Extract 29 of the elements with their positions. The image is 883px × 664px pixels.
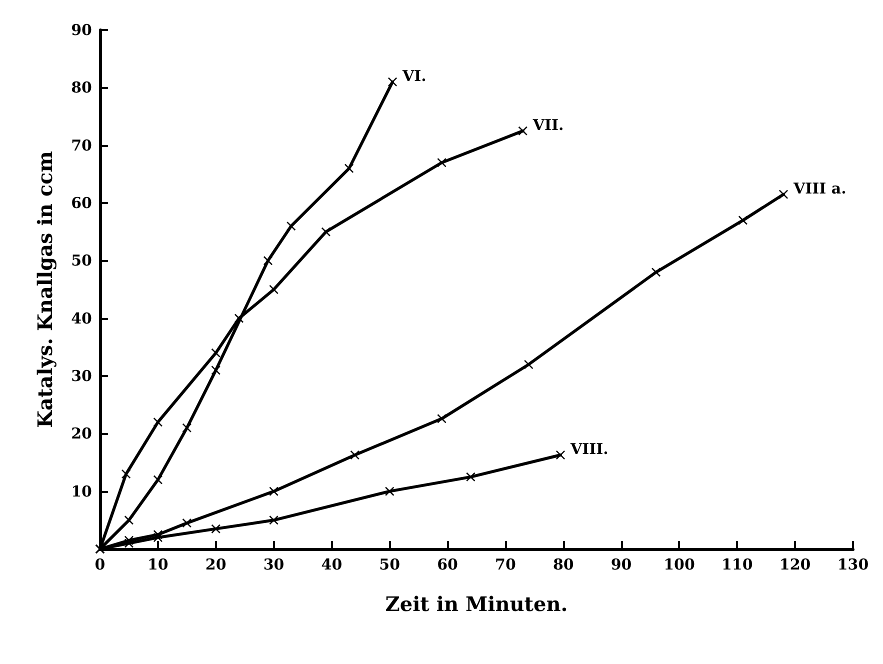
x-tick-label: 60 xyxy=(437,556,458,574)
y-tick-label: 60 xyxy=(71,194,92,212)
y-tick-label: 10 xyxy=(71,482,92,500)
x-tick-label: 40 xyxy=(321,556,342,574)
x-axis-title: Zeit in Minuten. xyxy=(385,592,568,616)
series-label: VI. xyxy=(402,66,426,85)
x-tick-label: 30 xyxy=(263,556,284,574)
x-tick-label: 100 xyxy=(664,556,695,574)
y-tick-label: 50 xyxy=(71,252,92,270)
x-tick-label: 70 xyxy=(495,556,516,574)
series-label: VII. xyxy=(532,116,564,134)
x-tick-label: 110 xyxy=(722,556,753,574)
x-tick-label: 120 xyxy=(779,556,811,574)
x-tick-label: 0 xyxy=(94,556,106,574)
x-tick-label: 80 xyxy=(552,556,574,574)
x-tick-label: 90 xyxy=(610,556,632,574)
y-tick-label: 40 xyxy=(71,309,92,328)
x-tick-label: 10 xyxy=(147,556,168,574)
x-tick-label: 130 xyxy=(837,556,869,574)
y-tick-label: 90 xyxy=(71,21,92,39)
y-tick-label: 20 xyxy=(71,424,92,443)
y-tick-label: 30 xyxy=(71,367,92,385)
y-tick-label: 80 xyxy=(71,78,92,97)
y-tick-label: 70 xyxy=(71,136,92,154)
series-label: VIII a. xyxy=(792,179,846,198)
x-tick-label: 50 xyxy=(379,556,400,574)
x-tick-label: 20 xyxy=(205,556,226,574)
series-label: VIII. xyxy=(569,440,608,458)
y-axis-title: Katalys. Knallgas in ccm xyxy=(33,151,57,428)
